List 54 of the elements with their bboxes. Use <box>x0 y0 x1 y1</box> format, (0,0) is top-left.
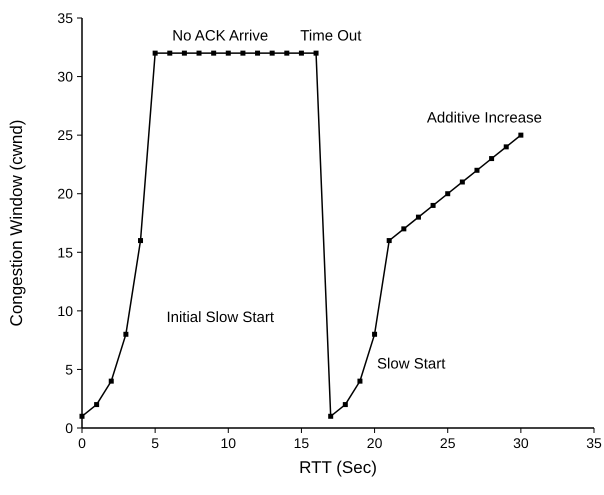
point <box>182 50 187 56</box>
y-tick-label: 10 <box>57 302 74 319</box>
point <box>167 50 172 56</box>
annotation: No ACK Arrive <box>172 28 268 45</box>
point <box>504 144 509 150</box>
point <box>211 50 216 56</box>
y-tick-label: 25 <box>57 127 74 144</box>
y-tick-label: 5 <box>65 361 74 378</box>
x-tick-label: 10 <box>220 435 236 451</box>
point <box>80 414 84 419</box>
point <box>314 50 319 56</box>
point <box>445 191 450 196</box>
point <box>416 214 421 220</box>
point <box>94 402 100 408</box>
point <box>474 168 480 173</box>
x-tick-label: 35 <box>586 435 602 451</box>
y-tick-label: 20 <box>57 186 74 202</box>
y-tick-label: 30 <box>57 68 74 85</box>
point <box>460 180 465 184</box>
point <box>357 378 362 384</box>
annotation: Time Out <box>300 28 362 45</box>
point <box>489 156 494 162</box>
point <box>298 50 304 56</box>
point <box>386 238 392 244</box>
point <box>518 132 524 138</box>
point <box>430 202 436 208</box>
x-tick-label: 25 <box>440 435 456 451</box>
y-tick-label: 0 <box>65 420 74 436</box>
x-tick-label: 0 <box>78 435 86 451</box>
point <box>123 332 128 337</box>
point <box>401 226 406 232</box>
point <box>226 50 231 56</box>
point <box>152 50 158 56</box>
y-tick-label: 15 <box>57 244 74 260</box>
point <box>284 50 290 56</box>
point <box>138 238 144 244</box>
annotation: Additive Increase <box>426 110 542 127</box>
y-axis-title: Congestion Window (cwnd) <box>7 120 26 326</box>
x-tick-label: 20 <box>366 435 383 451</box>
point <box>328 414 334 419</box>
annotation: Slow Start <box>377 356 446 373</box>
y-tick-label: 35 <box>57 10 74 26</box>
point <box>372 332 378 337</box>
x-tick-label: 30 <box>513 435 529 451</box>
point <box>270 50 275 56</box>
point <box>342 402 348 408</box>
point <box>108 378 114 384</box>
x-tick-label: 15 <box>294 435 310 451</box>
annotation: Initial Slow Start <box>166 308 275 326</box>
point <box>240 50 246 56</box>
x-tick-label: 5 <box>151 435 160 451</box>
x-axis-title: RTT (Sec) <box>299 458 377 477</box>
point <box>255 50 260 56</box>
point <box>196 50 202 56</box>
